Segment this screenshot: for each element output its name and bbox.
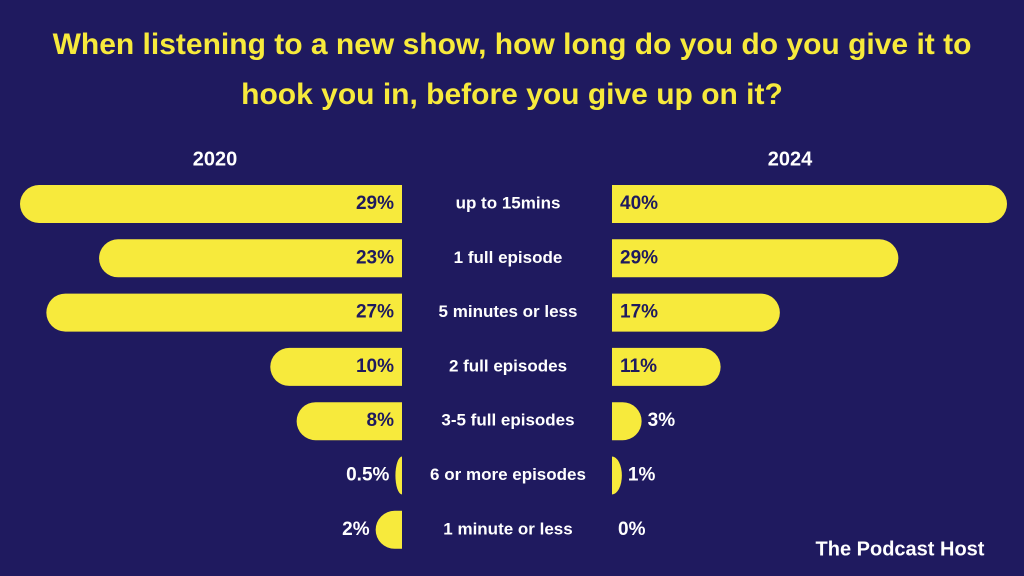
value-label: 3% [648, 410, 676, 431]
value-label: 11% [620, 356, 657, 377]
bar [99, 239, 402, 278]
category-label: 5 minutes or less [439, 302, 578, 321]
value-label: 1% [628, 465, 656, 486]
category-label: 3-5 full episodes [441, 411, 574, 430]
value-label: 17% [620, 302, 658, 323]
value-label: 40% [620, 193, 658, 214]
bar [395, 456, 402, 495]
value-label: 23% [356, 247, 394, 268]
series-header: 2024 [768, 148, 813, 170]
value-label: 27% [356, 302, 394, 323]
value-label: 29% [356, 193, 394, 214]
category-label: 2 full episodes [449, 356, 567, 375]
category-label: 1 full episode [454, 248, 563, 267]
bar [612, 402, 642, 441]
category-label: 1 minute or less [443, 519, 572, 538]
bar [612, 185, 1007, 223]
value-label: 10% [356, 356, 394, 377]
value-label: 0% [618, 519, 646, 540]
bar [296, 402, 402, 441]
value-label: 8% [367, 410, 395, 431]
bar [375, 510, 402, 549]
bar [612, 456, 622, 495]
bar [46, 293, 403, 332]
chart-title: When listening to a new show, how long d… [52, 28, 972, 111]
value-label: 0.5% [346, 465, 389, 486]
brand: The Podcast Host [816, 538, 985, 560]
bar [20, 185, 402, 223]
category-label: 6 or more episodes [430, 465, 586, 484]
category-label: up to 15mins [456, 193, 561, 212]
value-label: 2% [342, 519, 370, 540]
bar [612, 347, 721, 386]
value-label: 29% [620, 247, 658, 268]
bar [612, 293, 780, 332]
bar [612, 239, 899, 278]
bar [270, 347, 402, 386]
series-header: 2020 [193, 148, 238, 170]
